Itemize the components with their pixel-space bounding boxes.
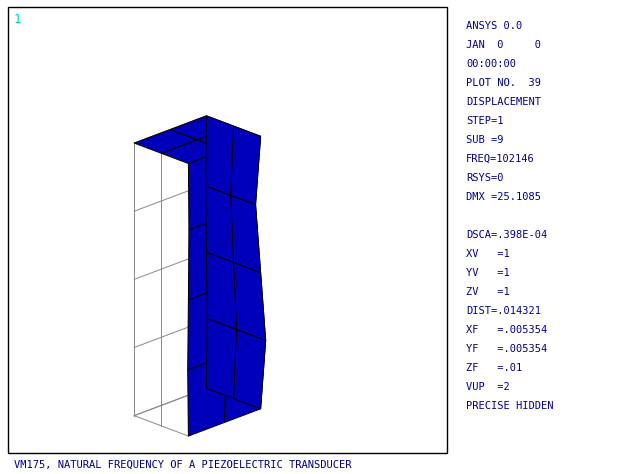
Text: PLOT NO.  39: PLOT NO. 39 (466, 78, 541, 88)
Polygon shape (230, 126, 261, 205)
Text: DIST=.014321: DIST=.014321 (466, 306, 541, 316)
Polygon shape (188, 355, 227, 436)
Text: YV   =1: YV =1 (466, 268, 510, 278)
Text: RSYS=0: RSYS=0 (466, 173, 504, 183)
Text: DISPLACEMENT: DISPLACEMENT (466, 97, 541, 107)
Text: ANSYS 0.0: ANSYS 0.0 (466, 21, 522, 31)
Text: ZF   =.01: ZF =.01 (466, 363, 522, 373)
Polygon shape (234, 329, 266, 409)
Polygon shape (188, 217, 225, 300)
Polygon shape (188, 150, 225, 230)
Polygon shape (206, 186, 234, 262)
Text: 00:00:00: 00:00:00 (466, 59, 516, 69)
Text: XF   =.005354: XF =.005354 (466, 325, 547, 335)
Polygon shape (170, 116, 234, 140)
Text: VUP  =2: VUP =2 (466, 382, 510, 392)
Polygon shape (197, 126, 261, 150)
Polygon shape (206, 116, 234, 195)
Text: XV   =1: XV =1 (466, 249, 510, 259)
Polygon shape (225, 273, 266, 355)
Text: 1: 1 (14, 13, 21, 26)
Polygon shape (234, 262, 266, 340)
Bar (8, 7, 447, 453)
Polygon shape (188, 286, 227, 370)
Polygon shape (207, 319, 236, 399)
Text: FREQ=102146: FREQ=102146 (466, 154, 534, 164)
Polygon shape (222, 137, 261, 217)
Text: DMX =25.1085: DMX =25.1085 (466, 192, 541, 202)
Text: VM175, NATURAL FREQUENCY OF A PIEZOELECTRIC TRANSDUCER: VM175, NATURAL FREQUENCY OF A PIEZOELECT… (14, 459, 351, 469)
Polygon shape (225, 340, 266, 422)
Polygon shape (207, 252, 236, 329)
Polygon shape (230, 195, 261, 273)
Polygon shape (222, 205, 261, 286)
Text: DSCA=.398E-04: DSCA=.398E-04 (466, 230, 547, 240)
Text: PRECISE HIDDEN: PRECISE HIDDEN (466, 401, 553, 410)
Polygon shape (134, 129, 197, 153)
Text: YF   =.005354: YF =.005354 (466, 344, 547, 354)
Text: ZV   =1: ZV =1 (466, 287, 510, 297)
Text: JAN  0     0: JAN 0 0 (466, 40, 541, 50)
Text: STEP=1: STEP=1 (466, 116, 504, 126)
Text: SUB =9: SUB =9 (466, 135, 504, 145)
Polygon shape (161, 140, 225, 164)
